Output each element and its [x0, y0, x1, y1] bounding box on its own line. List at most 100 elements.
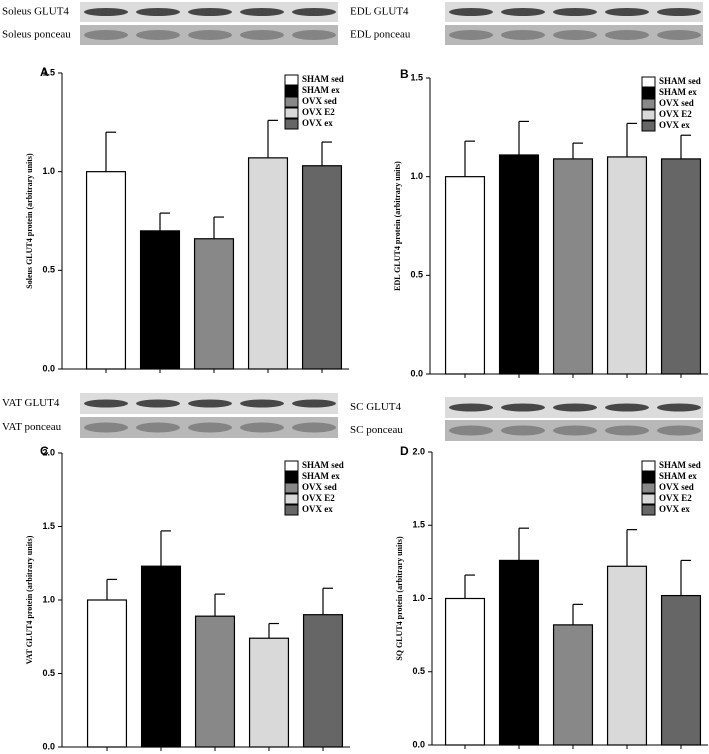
- legend-label: SHAM sed: [302, 460, 344, 470]
- bar: [248, 637, 290, 748]
- bar: [194, 615, 236, 748]
- bar: [85, 171, 127, 370]
- blot-band: [136, 8, 180, 16]
- bar: [552, 624, 594, 746]
- bar: [444, 597, 486, 746]
- blot-band: [605, 30, 649, 40]
- blot-band: [501, 30, 545, 40]
- y-tick-label: 2.0: [412, 446, 425, 456]
- y-tick-label: 0.0: [42, 741, 55, 751]
- legend-label: OVX ex: [302, 504, 333, 514]
- bar: [86, 599, 128, 748]
- legend-swatch: [284, 504, 299, 516]
- blot-band: [553, 30, 597, 40]
- legend-label: OVX E2: [659, 493, 692, 503]
- blot-band: [605, 425, 649, 436]
- blot-band: [449, 403, 493, 412]
- blot-band: [292, 422, 336, 433]
- blot-band: [657, 425, 701, 436]
- blot-band: [84, 422, 128, 433]
- y-axis-label: SQ GLUT4 protein (arbitrary units): [395, 536, 404, 661]
- legend-label: OVX E2: [302, 493, 335, 503]
- y-tick-label: 1.0: [42, 166, 55, 176]
- y-tick-label: 0.5: [42, 668, 55, 678]
- panel-label: A: [40, 65, 49, 79]
- blot-band: [657, 8, 701, 16]
- y-tick-label: 0.5: [410, 270, 423, 280]
- y-axis-label: Soleus GLUT4 protein (arbitrary units): [25, 153, 34, 289]
- legend-swatch: [284, 107, 299, 119]
- blot-band: [136, 399, 180, 408]
- legend-label: SHAM ex: [659, 87, 697, 97]
- y-tick-label: 1.5: [42, 67, 55, 77]
- legend-swatch: [641, 493, 656, 505]
- legend-label: OVX sed: [659, 482, 694, 492]
- blot-band: [553, 8, 597, 16]
- legend-swatch: [641, 504, 656, 516]
- blot-band: [240, 30, 284, 40]
- blot-label: VAT GLUT4: [2, 397, 60, 409]
- blot-band: [188, 8, 232, 16]
- blot-band: [657, 30, 701, 40]
- y-tick-label: 1.5: [412, 520, 425, 530]
- blot-band: [188, 30, 232, 40]
- legend-label: SHAM sed: [659, 460, 701, 470]
- blot-band: [136, 30, 180, 40]
- blot-band: [449, 8, 493, 16]
- legend-swatch: [641, 482, 656, 494]
- blot-band: [292, 399, 336, 408]
- y-tick-label: 1.5: [42, 521, 55, 531]
- bar: [302, 614, 344, 748]
- y-tick-label: 0.0: [410, 368, 423, 378]
- legend-label: SHAM ex: [659, 471, 697, 481]
- y-axis-label: VAT GLUT4 protein (arbitrary units): [25, 535, 34, 664]
- y-tick-label: 2.0: [42, 447, 55, 457]
- legend-swatch: [641, 87, 656, 99]
- bar: [139, 230, 181, 370]
- blot-band: [84, 30, 128, 40]
- legend-label: OVX sed: [659, 98, 694, 108]
- y-tick-label: 0.0: [412, 739, 425, 749]
- legend-swatch: [641, 120, 656, 132]
- blot-label: Soleus ponceau: [2, 29, 71, 41]
- legend-label: OVX E2: [302, 107, 335, 117]
- panel-label: D: [400, 444, 409, 458]
- legend-swatch: [284, 85, 299, 97]
- blot-label: EDL ponceau: [350, 29, 411, 41]
- y-tick-label: 1.0: [412, 593, 425, 603]
- legend-swatch: [641, 460, 656, 472]
- legend-swatch: [284, 118, 299, 130]
- blot-band: [84, 8, 128, 16]
- bar: [301, 165, 343, 370]
- legend-label: OVX sed: [302, 482, 337, 492]
- blot-band: [188, 399, 232, 408]
- blot-label: SC ponceau: [350, 424, 403, 436]
- panel-label: C: [40, 444, 49, 458]
- legend-swatch: [641, 471, 656, 483]
- legend-label: SHAM sed: [659, 76, 701, 86]
- blot-band: [605, 403, 649, 412]
- y-tick-label: 1.5: [410, 72, 423, 82]
- legend-swatch: [284, 493, 299, 505]
- blot-band: [501, 8, 545, 16]
- legend-label: OVX sed: [302, 96, 337, 106]
- legend-swatch: [284, 96, 299, 108]
- y-tick-label: 0.0: [42, 363, 55, 373]
- legend-swatch: [284, 74, 299, 86]
- blot-band: [449, 30, 493, 40]
- blot-band: [501, 425, 545, 436]
- blot-band: [605, 8, 649, 16]
- blot-label: Soleus GLUT4: [2, 6, 69, 18]
- blot-band: [240, 422, 284, 433]
- legend-label: SHAM ex: [302, 85, 340, 95]
- blot-label: VAT ponceau: [2, 421, 62, 433]
- blot-band: [449, 425, 493, 436]
- bar: [498, 154, 540, 375]
- legend-swatch: [641, 76, 656, 88]
- y-tick-label: 0.5: [42, 265, 55, 275]
- bar: [552, 158, 594, 375]
- legend-swatch: [284, 482, 299, 494]
- blot-band: [553, 403, 597, 412]
- bar: [660, 594, 702, 746]
- y-tick-label: 1.0: [410, 171, 423, 181]
